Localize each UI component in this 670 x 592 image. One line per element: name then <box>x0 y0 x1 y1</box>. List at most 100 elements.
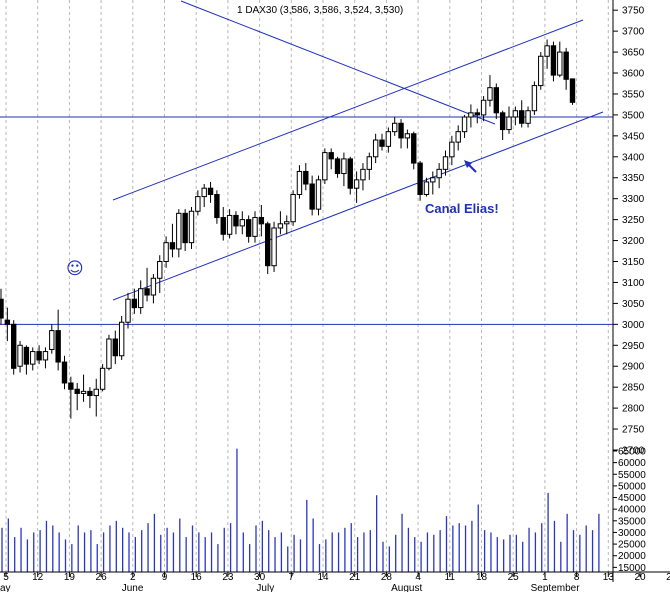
price-axis-ticks: 2700 2750 2800 2850 2900 2950 3000 3050 3100 3150… <box>613 6 645 457</box>
candle <box>233 211 239 235</box>
candle <box>17 341 23 373</box>
candle <box>531 81 538 115</box>
volume-tick-label: 35000 <box>618 516 646 527</box>
price-tick-label: 3650 <box>622 48 645 59</box>
x-tick-label: 1 <box>542 572 548 583</box>
price-tick-label: 2750 <box>622 425 645 436</box>
candle <box>480 96 487 122</box>
candle <box>519 100 525 128</box>
candle <box>538 52 544 90</box>
candle <box>360 163 366 191</box>
price-tick-label: 3550 <box>622 89 645 100</box>
candle <box>265 221 271 275</box>
candle <box>80 374 87 402</box>
candle <box>322 148 328 185</box>
candle <box>23 345 30 375</box>
volume-tick-label: 65000 <box>618 446 646 457</box>
candle <box>36 345 42 365</box>
candle <box>506 106 512 134</box>
month-label: ay <box>0 583 11 592</box>
candle <box>550 41 557 82</box>
candle <box>201 184 207 208</box>
price-tick-label: 2900 <box>622 362 645 373</box>
chart-title: 1 DAX30 (3,586, 3,586, 3,524, 3,530) <box>237 5 403 16</box>
price-tick-label: 3350 <box>622 173 645 184</box>
price-tick-label: 3600 <box>622 69 645 80</box>
candle <box>525 106 531 128</box>
canal-annotation: Canal Elias! <box>425 201 499 216</box>
candle <box>328 148 334 170</box>
candle <box>487 75 493 107</box>
candle <box>220 207 226 241</box>
x-tick-label: 4 <box>415 572 421 583</box>
candle <box>0 288 4 325</box>
volume-bars <box>1 448 600 572</box>
candle <box>499 110 506 141</box>
date-axis-ticks: 5121926291623307142128411182518132027 <box>3 572 670 583</box>
candle <box>49 324 55 354</box>
candle <box>207 181 214 203</box>
candle <box>30 347 36 371</box>
month-label: July <box>256 583 274 592</box>
candle <box>442 150 449 176</box>
candle <box>455 125 461 151</box>
x-tick-label: 28 <box>381 572 393 583</box>
x-tick-label: 13 <box>603 572 615 583</box>
descending-trendline <box>180 0 496 125</box>
x-tick-label: 2 <box>130 572 136 583</box>
smiley-icon: ☺ <box>66 259 84 279</box>
candle <box>366 152 373 180</box>
candle <box>385 127 392 153</box>
candle <box>417 160 423 201</box>
x-tick-label: 11 <box>445 572 456 583</box>
price-tick-label: 3750 <box>622 6 645 17</box>
candle <box>11 320 17 375</box>
candle <box>271 221 277 272</box>
month-labels: ay June July August September <box>0 583 580 592</box>
x-tick-label: 7 <box>289 572 295 583</box>
volume-tick-label: 50000 <box>618 481 646 492</box>
candle <box>315 175 322 216</box>
x-tick-label: 26 <box>96 572 108 583</box>
candle <box>392 117 398 136</box>
upper-channel-line <box>112 19 584 201</box>
candle <box>74 382 80 411</box>
candle <box>436 163 442 189</box>
price-tick-label: 3250 <box>622 215 645 226</box>
candle <box>461 114 468 138</box>
x-tick-label: 21 <box>349 572 361 583</box>
price-tick-label: 3300 <box>622 194 645 205</box>
candle <box>99 364 106 392</box>
volume-tick-label: 15000 <box>618 563 646 574</box>
price-tick-label: 3500 <box>622 110 645 121</box>
candle <box>398 119 404 149</box>
x-tick-label: 18 <box>476 572 488 583</box>
candle <box>284 215 290 235</box>
candle <box>214 190 220 224</box>
candle <box>353 171 360 203</box>
candle <box>341 152 347 187</box>
candle <box>169 223 176 258</box>
candle <box>112 330 118 365</box>
candle <box>182 209 188 252</box>
candle <box>252 211 258 243</box>
candle <box>144 267 150 302</box>
candle <box>61 355 68 390</box>
candle <box>42 347 49 369</box>
x-tick-label: 27 <box>666 572 670 583</box>
candle <box>296 165 303 199</box>
candle <box>150 274 157 304</box>
x-tick-label: 25 <box>508 572 520 583</box>
candle <box>118 315 125 360</box>
candle <box>239 211 246 235</box>
price-tick-label: 3400 <box>622 152 645 163</box>
candle <box>157 255 163 293</box>
price-tick-label: 3000 <box>622 320 645 331</box>
candle <box>4 307 11 342</box>
candle <box>430 171 436 195</box>
vertical-gridlines <box>5 0 609 572</box>
volume-axis-ticks: 1500020000250003000035000400004500050000… <box>613 446 646 574</box>
candle <box>163 236 169 268</box>
